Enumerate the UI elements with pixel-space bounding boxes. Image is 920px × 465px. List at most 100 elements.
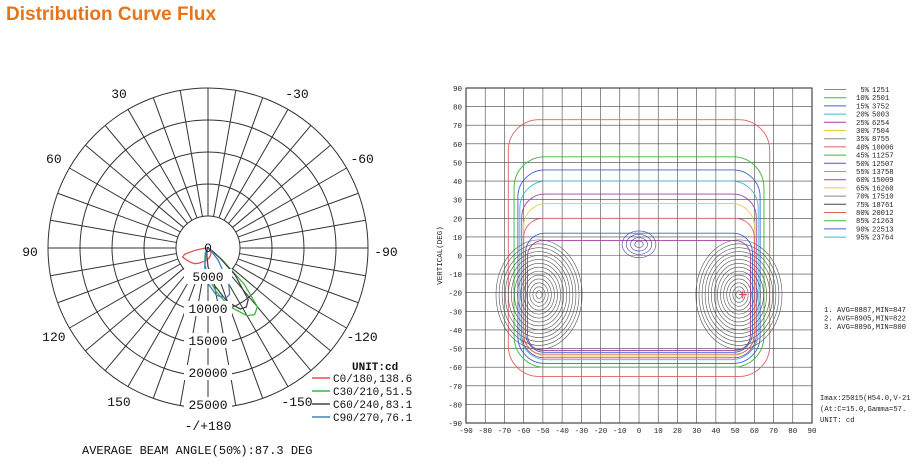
iso-contour xyxy=(527,240,751,351)
polar-radial-label: 15000 xyxy=(188,334,227,349)
polar-spoke xyxy=(57,192,179,238)
polar-spoke xyxy=(127,275,193,387)
iso-hotspot-ring xyxy=(495,239,583,350)
iso-legend-value: 18761 xyxy=(872,202,894,210)
iso-x-tick: -70 xyxy=(498,428,512,436)
isocandela-chart: 90 80 70 60 50 40 30 20 10 0 -10 -20 -30 -40 -50 -60 -70… xyxy=(432,80,920,460)
iso-hotspot-ring xyxy=(626,233,652,255)
polar-spoke xyxy=(237,192,359,238)
page-title: Distribution Curve Flux xyxy=(6,4,217,25)
iso-stat-line: 1. AVG=8887,MIN=847 xyxy=(824,307,906,315)
iso-hotspot-ring xyxy=(723,274,755,315)
iso-contour xyxy=(521,193,757,359)
polar-spoke xyxy=(57,258,179,304)
iso-hotspot-ring xyxy=(504,251,574,338)
iso-hotspot-ring xyxy=(720,270,758,319)
polar-angle-label: 30 xyxy=(111,87,127,102)
iso-y-axis-label: VERTICAL(DEG) xyxy=(437,226,445,285)
iso-x-tick: 10 xyxy=(654,428,664,436)
polar-angle-label: 120 xyxy=(42,330,65,345)
iso-legend-percent: 80% xyxy=(856,210,870,218)
iso-x-tick: -50 xyxy=(536,428,550,436)
iso-legend-value: 17510 xyxy=(872,194,894,202)
iso-y-tick: 30 xyxy=(453,198,463,206)
iso-hotspot-ring xyxy=(529,282,549,307)
iso-x-tick: 60 xyxy=(750,428,760,436)
iso-legend-percent: 40% xyxy=(856,144,870,152)
iso-legend-percent: 75% xyxy=(856,202,870,210)
iso-legend-value: 20012 xyxy=(872,210,894,218)
iso-y-tick: -40 xyxy=(448,328,462,336)
polar-spoke xyxy=(85,144,184,228)
iso-legend-percent: 20% xyxy=(856,112,870,120)
isocandela-chart-svg: 90 80 70 60 50 40 30 20 10 0 -10 -20 -30 -40 -50 -60 -70… xyxy=(437,86,911,436)
iso-x-tick: -30 xyxy=(575,428,589,436)
polar-angle-label: -150 xyxy=(281,395,312,410)
iso-x-tick: 20 xyxy=(673,428,683,436)
polar-series-curve xyxy=(181,247,212,265)
iso-legend-value: 2501 xyxy=(872,95,889,103)
iso-legend-value: 11257 xyxy=(872,153,894,161)
polar-angle-label: -30 xyxy=(285,87,308,102)
polar-spoke xyxy=(232,144,331,228)
iso-x-tick: -20 xyxy=(594,428,608,436)
iso-y-tick: 50 xyxy=(453,160,463,168)
polar-spoke xyxy=(223,275,289,387)
iso-imax-info: (At:C=15.0,Gamma=57. xyxy=(820,406,906,414)
iso-hotspot-ring xyxy=(630,237,648,252)
polar-legend-label: C30/210,51.5 xyxy=(333,387,412,399)
iso-legend-percent: 60% xyxy=(856,177,870,185)
iso-legend-value: 16260 xyxy=(872,185,894,193)
iso-hotspot-ring xyxy=(526,278,552,311)
iso-legend-percent: 90% xyxy=(856,226,870,234)
iso-hotspot-ring xyxy=(695,239,783,350)
iso-legend-percent: 70% xyxy=(856,194,870,202)
iso-legend-percent: 45% xyxy=(856,153,870,161)
polar-radial-label: 5000 xyxy=(192,270,223,285)
iso-legend-percent: 5% xyxy=(860,87,869,95)
iso-legend-value: 12507 xyxy=(872,161,894,169)
iso-legend-percent: 30% xyxy=(856,128,870,136)
iso-legend-value: 1251 xyxy=(872,87,889,95)
iso-legend-percent: 95% xyxy=(856,235,870,243)
polar-spoke xyxy=(239,219,366,243)
iso-contour xyxy=(519,180,759,361)
iso-legend-value: 15009 xyxy=(872,177,894,185)
iso-y-tick: -50 xyxy=(448,347,462,355)
polar-chart-svg: -/+180 150 120 90 60 30 -30 -60 -90 -120 -150 0 5000… xyxy=(22,87,413,458)
polar-radial-label-bg xyxy=(184,301,232,316)
iso-hotspot-ring xyxy=(698,243,780,346)
iso-hotspot-ring xyxy=(634,240,644,248)
iso-legend-percent: 35% xyxy=(856,136,870,144)
iso-hotspot-ring xyxy=(535,290,543,299)
polar-radial-label-bg xyxy=(184,397,232,412)
iso-legend-percent: 55% xyxy=(856,169,870,177)
polar-legend-label: C90/270,76.1 xyxy=(333,413,413,425)
iso-x-tick: 30 xyxy=(692,428,702,436)
iso-stat-line: 3. AVG=8896,MIN=800 xyxy=(824,324,906,332)
iso-imax-info: UNIT: cd xyxy=(820,417,855,425)
iso-x-tick: -80 xyxy=(478,428,492,436)
polar-angle-label: 60 xyxy=(46,152,62,167)
iso-hotspot-ring xyxy=(520,270,558,319)
polar-angle-label: 90 xyxy=(22,245,38,260)
iso-y-tick: 0 xyxy=(457,254,462,262)
polar-spoke xyxy=(104,272,188,371)
polar-spoke xyxy=(69,263,181,329)
iso-x-tick: 0 xyxy=(637,428,642,436)
iso-hotspot-ring xyxy=(704,251,774,338)
iso-y-tick: -60 xyxy=(448,365,462,373)
iso-x-tick: 40 xyxy=(711,428,721,436)
polar-radial-label: 20000 xyxy=(188,366,227,381)
polar-angle-label: -/+180 xyxy=(185,419,232,434)
polar-spoke xyxy=(85,268,184,352)
polar-spoke xyxy=(179,90,203,217)
iso-hotspot-ring xyxy=(710,259,767,331)
polar-angle-label: 150 xyxy=(107,395,130,410)
iso-legend-percent: 25% xyxy=(856,120,870,128)
polar-spoke xyxy=(237,258,359,304)
polar-angle-label: -60 xyxy=(350,152,373,167)
iso-legend-percent: 10% xyxy=(856,95,870,103)
iso-legend-value: 7504 xyxy=(872,128,889,136)
iso-contour xyxy=(523,217,755,355)
